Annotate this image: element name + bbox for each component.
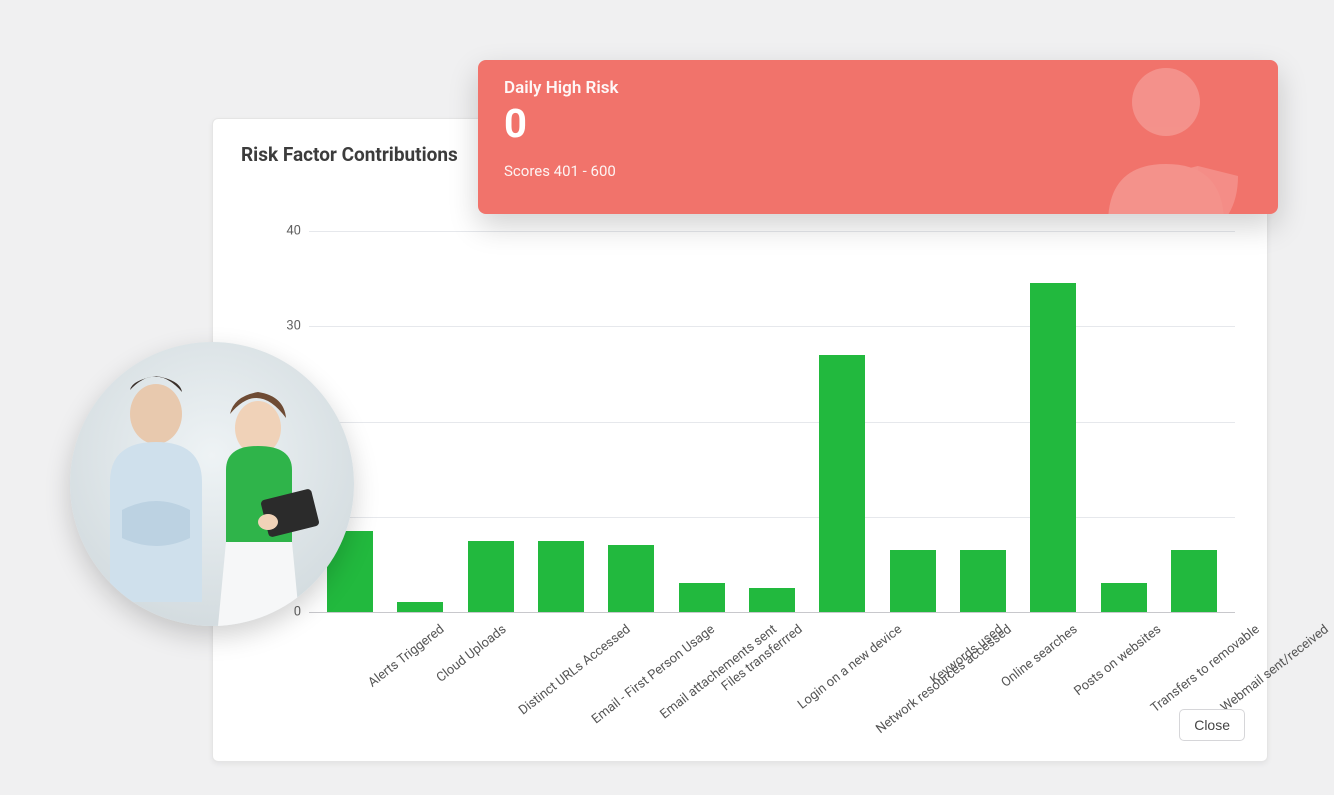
bar-slot xyxy=(878,212,948,612)
bar[interactable] xyxy=(397,602,443,612)
bar[interactable] xyxy=(679,583,725,612)
avatar xyxy=(70,342,354,626)
bar-slot xyxy=(948,212,1018,612)
x-tick-label: Email attachements sent xyxy=(658,622,780,722)
bar[interactable] xyxy=(1171,550,1217,612)
bar[interactable] xyxy=(608,545,654,612)
x-tick-label: Alerts Triggered xyxy=(366,622,448,690)
bar-slot xyxy=(456,212,526,612)
bar[interactable] xyxy=(819,355,865,612)
bar[interactable] xyxy=(1101,583,1147,612)
bar[interactable] xyxy=(468,541,514,612)
people-illustration xyxy=(70,342,354,626)
chart-area: Risk Score 010203040Alerts TriggeredClou… xyxy=(277,212,1243,612)
bar-slot xyxy=(667,212,737,612)
bar-slot xyxy=(526,212,596,612)
bar[interactable] xyxy=(960,550,1006,612)
bar[interactable] xyxy=(749,588,795,612)
bar-slot xyxy=(385,212,455,612)
bars-container xyxy=(309,212,1235,612)
x-tick-label: Login on a new device xyxy=(795,622,905,712)
y-tick-label: 0 xyxy=(294,605,307,620)
person-shield-icon xyxy=(1066,60,1266,214)
bar[interactable] xyxy=(1030,283,1076,612)
x-tick-label: Transfers to removable xyxy=(1148,622,1262,716)
bar-slot xyxy=(737,212,807,612)
daily-high-risk-banner[interactable]: Daily High Risk 0 Scores 401 - 600 xyxy=(478,60,1278,214)
bar-slot xyxy=(1018,212,1088,612)
bar-slot xyxy=(596,212,666,612)
bar-chart-plot: 010203040Alerts TriggeredCloud UploadsDi… xyxy=(309,212,1235,612)
bar[interactable] xyxy=(538,541,584,612)
bar-slot xyxy=(807,212,877,612)
close-button[interactable]: Close xyxy=(1179,709,1245,741)
x-tick-label: Posts on websites xyxy=(1072,622,1165,699)
risk-factor-card: Risk Factor Contributions Risk Score 010… xyxy=(212,118,1268,762)
bar[interactable] xyxy=(890,550,936,612)
y-tick-label: 30 xyxy=(286,319,307,334)
gridline xyxy=(309,612,1235,613)
bar-slot xyxy=(1159,212,1229,612)
bar-slot xyxy=(1088,212,1158,612)
x-tick-label: Keywords used xyxy=(927,622,1005,688)
y-tick-label: 40 xyxy=(286,224,307,239)
